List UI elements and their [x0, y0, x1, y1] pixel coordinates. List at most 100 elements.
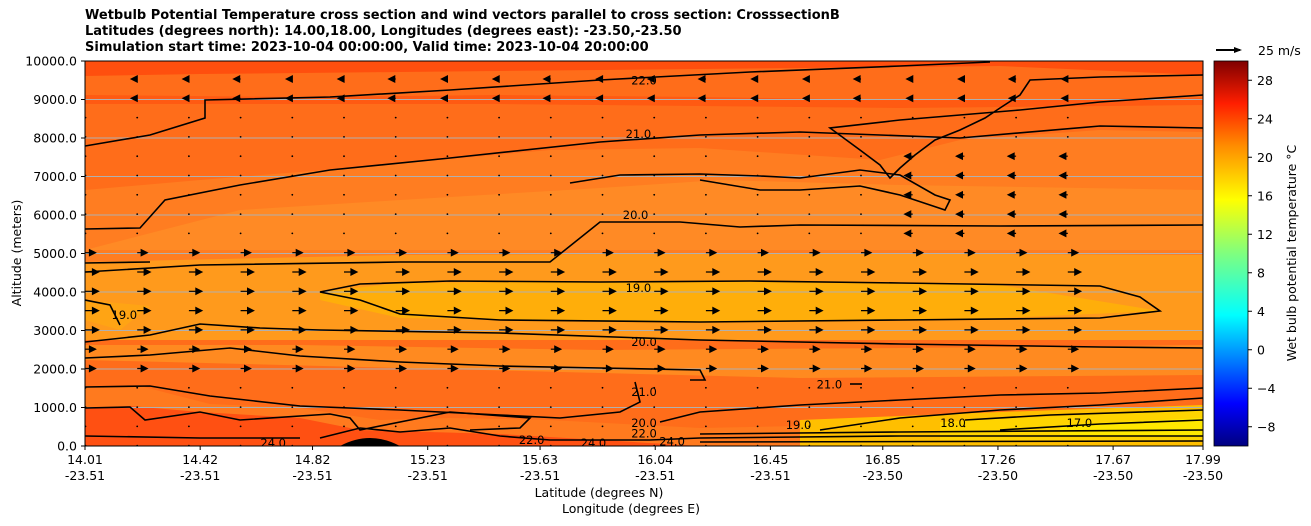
title-line-3: Simulation start time: 2023-10-04 00:00:… [85, 40, 649, 55]
wind-vector [446, 406, 449, 408]
wind-vector [860, 116, 862, 119]
wind-vector [395, 306, 411, 315]
wind-vector [440, 75, 448, 83]
wind-vector [137, 248, 149, 257]
wind-vector [705, 193, 707, 196]
contour-line [85, 261, 151, 264]
wind-vector [499, 248, 511, 257]
wind-vector [394, 155, 397, 158]
wind-vector [240, 287, 255, 296]
wind-vector [750, 94, 759, 103]
wind-vector [756, 174, 759, 177]
wind-vector [705, 325, 721, 334]
contour-line [659, 387, 1203, 423]
wind-vector [240, 248, 252, 257]
wind-vector [595, 94, 604, 103]
wind-vector [601, 406, 604, 408]
wind-vector [292, 306, 307, 315]
contour-line [699, 435, 1203, 439]
wind-vector [801, 94, 810, 103]
wind-vector [447, 248, 459, 257]
wind-vector [964, 268, 979, 276]
x-tick-label-lat: 15.23 [410, 452, 446, 467]
wind-vector [654, 268, 669, 276]
wind-vector [549, 136, 552, 138]
wind-vector [1007, 94, 1017, 103]
wind-vector [129, 94, 138, 103]
wind-vector [498, 136, 500, 138]
x-tick-label-lat: 16.04 [637, 452, 673, 467]
wind-vector [964, 325, 979, 334]
x-tick-label-lat: 17.67 [1095, 452, 1131, 467]
wind-vector [188, 136, 190, 138]
wind-vector [912, 364, 925, 373]
wind-vector [291, 116, 294, 119]
wind-vector [653, 406, 656, 408]
wind-vector [1067, 325, 1083, 334]
wind-vector [239, 386, 242, 389]
y-tick-label: 4000.0 [33, 285, 77, 300]
contour-labels: 22.0 21.0 20.0 19.0 20.0 21.0 19.0 21.0 19.0 18.0… [112, 73, 1093, 450]
wind-vector [292, 287, 307, 296]
wind-vector [394, 213, 397, 216]
wind-vector [188, 306, 204, 315]
wind-vector [1060, 94, 1069, 103]
quiver-key: 25 m/s [1216, 43, 1301, 58]
band-20-21-low [85, 345, 1203, 378]
wind-vector [861, 287, 876, 296]
wind-vector [861, 306, 876, 315]
wind-vector [601, 136, 604, 138]
wind-vector [911, 406, 914, 408]
wind-vector [860, 425, 862, 428]
band-19-left [85, 300, 150, 330]
wind-vector [595, 75, 604, 83]
wind-vector [394, 174, 397, 177]
wind-vector [137, 306, 152, 315]
wind-vector [1016, 364, 1028, 373]
wind-vector [344, 364, 356, 373]
wind-vector [905, 94, 914, 103]
contour-label: 20.0 [631, 416, 657, 430]
wind-vector [1016, 345, 1028, 354]
contour-line [85, 221, 1203, 273]
x-tick-label-lat: 15.63 [522, 452, 558, 467]
wind-vector [1015, 425, 1017, 428]
wind-vector [808, 232, 811, 235]
x-tick-label-lon: -23.51 [65, 468, 105, 483]
wind-vector [291, 155, 294, 158]
wind-vector [343, 232, 345, 235]
wind-vector [446, 425, 449, 428]
wind-vector [801, 75, 810, 83]
wind-vector [447, 325, 462, 334]
colorbar-tick-label: 0 [1257, 342, 1265, 357]
wind-vector [550, 248, 563, 257]
wind-vector [344, 268, 359, 276]
contour-label: 24.0 [260, 436, 286, 450]
colorbar-tick-label: −8 [1257, 419, 1275, 434]
x-tick-label-lat: 17.26 [980, 452, 1016, 467]
wind-vector [291, 136, 294, 138]
wind-vector [861, 364, 873, 373]
wind-vector [498, 213, 500, 216]
wind-vector [602, 345, 614, 354]
wind-vector [85, 248, 97, 257]
x-tick-label-lat: 14.42 [182, 452, 218, 467]
wind-vector [446, 193, 449, 196]
wind-vector [1067, 248, 1080, 257]
wind-vector [964, 345, 976, 354]
wind-vector [808, 193, 811, 196]
wind-vector [653, 213, 656, 216]
wind-vector [1066, 116, 1069, 119]
wind-vector [188, 248, 201, 257]
wind-vector [85, 306, 100, 315]
wind-vector [852, 94, 861, 103]
contour-line [85, 406, 532, 431]
y-axis-label: Altitude (meters) [9, 200, 24, 307]
wind-vector [653, 193, 656, 196]
wind-vector [395, 248, 408, 257]
wind-vector [188, 232, 190, 235]
wind-vector [1066, 406, 1069, 408]
x-tick-label-lon: -23.50 [1183, 468, 1223, 483]
contour-line [699, 429, 1203, 435]
contour-line [964, 409, 1203, 421]
